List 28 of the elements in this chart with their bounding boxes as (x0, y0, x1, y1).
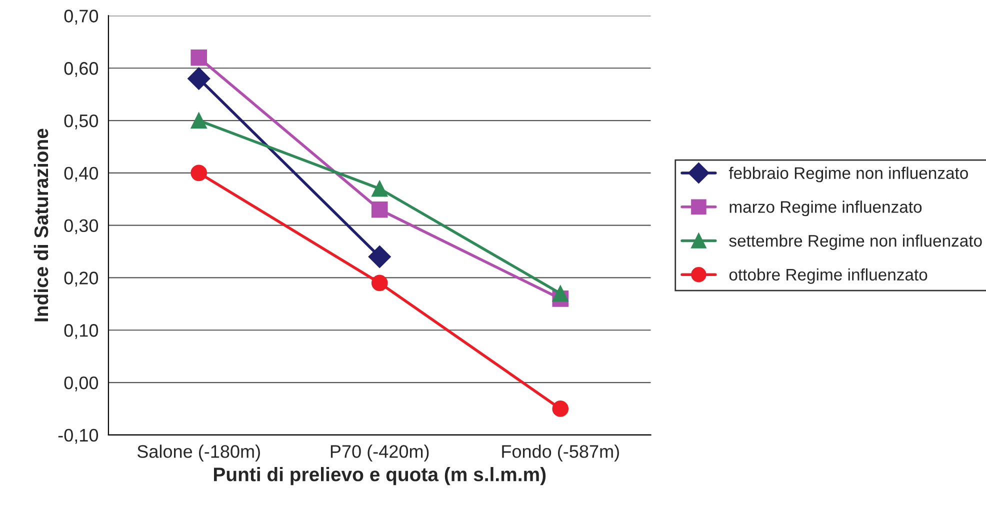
y-tick-label: 0,70 (64, 10, 98, 25)
legend-label: febbraio Regime non influenzato (728, 166, 968, 182)
point (368, 245, 391, 268)
legend-label: settembre Regime non influenzato (729, 234, 982, 250)
y-tick-label: -0,10 (58, 428, 98, 444)
y-tick-label: 0,20 (64, 272, 98, 287)
point (371, 201, 388, 218)
y-tick-label: 0,00 (64, 376, 98, 392)
y-tick-label: 0,50 (64, 114, 98, 130)
point (188, 67, 210, 90)
y-tick-label: 0,30 (64, 219, 98, 234)
x-axis-title: Punti di prelievo e quota (m s.l.m.m) (214, 467, 546, 486)
point (371, 180, 388, 197)
point (371, 274, 388, 292)
legend-label: ottobre Regime influenzato (729, 268, 928, 284)
point (190, 49, 207, 66)
point (552, 400, 569, 417)
point (190, 112, 207, 129)
y-axis-title: Indice di Saturazione (34, 128, 48, 322)
legend-label: marzo Regime influenzato (730, 200, 922, 216)
point (552, 285, 569, 302)
y-tick-label: 0,40 (64, 166, 98, 182)
point (190, 164, 207, 182)
y-tick-label: 0,60 (64, 62, 98, 77)
y-tick-label: 0,10 (64, 324, 98, 339)
x-tick-label: Fondo (-587m) (502, 444, 619, 462)
x-tick-label: Salone (-180m) (137, 444, 260, 462)
x-tick-label: P70 (-420m) (330, 444, 429, 462)
